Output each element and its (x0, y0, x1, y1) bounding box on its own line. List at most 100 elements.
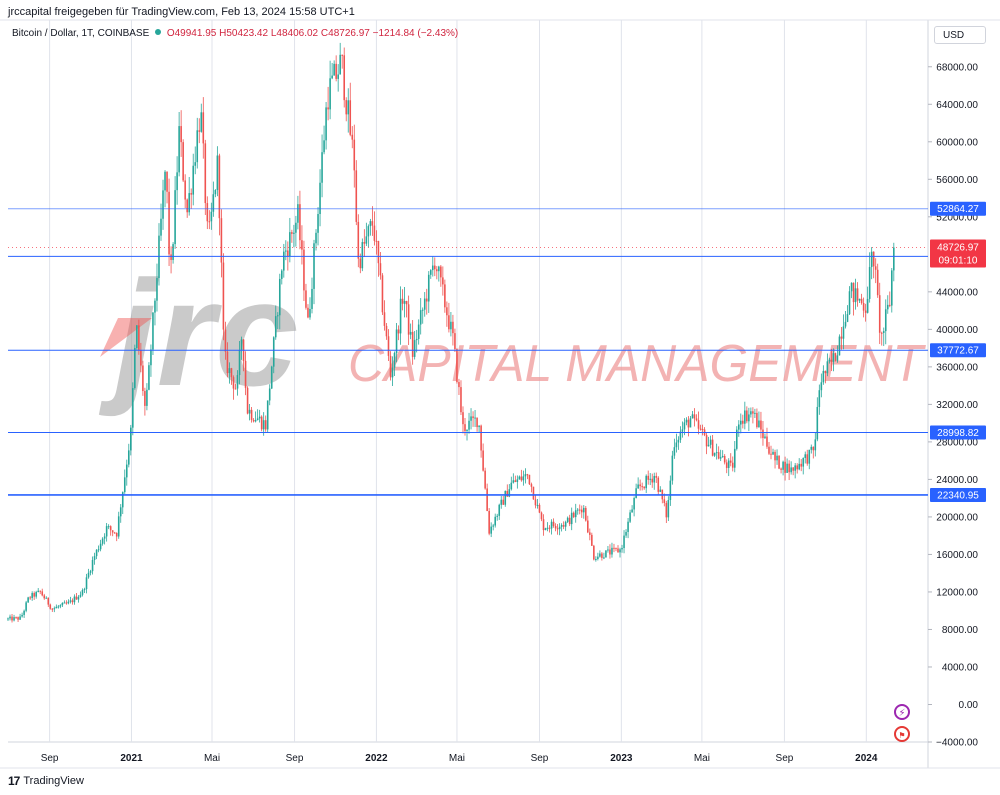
candle-body (138, 325, 140, 351)
candle-body (564, 521, 567, 527)
candle-body (315, 232, 317, 244)
horizontal-levels[interactable] (8, 208, 928, 496)
candle-body (33, 593, 35, 597)
candle-body (389, 355, 392, 378)
currency-button[interactable]: USD (934, 26, 986, 44)
candle-body (188, 193, 190, 213)
candle-body (115, 532, 118, 537)
grid (0, 19, 1000, 769)
candle-body (321, 152, 323, 183)
candle-body (41, 591, 44, 596)
candle-body (478, 425, 480, 428)
candle-body (291, 232, 293, 234)
candle-body (456, 349, 458, 383)
candle-body (737, 424, 740, 430)
price-axis[interactable]: 68000.00 64000.00 60000.00 56000.00 52000.00… (928, 62, 978, 749)
candle-body (355, 170, 358, 222)
candle-body (325, 107, 327, 141)
x-tick-label: 2021 (120, 753, 143, 764)
candle-body (363, 242, 366, 244)
candle-body (452, 321, 454, 334)
candle-body (659, 489, 662, 492)
candle-body (359, 258, 362, 269)
candle-body (212, 194, 215, 212)
candle-body (109, 526, 112, 531)
candle-body (377, 241, 380, 264)
x-tick-label: Mai (449, 753, 465, 764)
candle-body (450, 321, 452, 330)
candle-body (808, 449, 811, 464)
candle-body (806, 454, 809, 464)
candle-body (524, 474, 527, 477)
lightning-icon[interactable]: ⚡ (894, 704, 910, 720)
candle-body (768, 446, 770, 454)
candle-body (180, 126, 182, 143)
candle-body (413, 340, 416, 357)
y-tick-label: 56000.00 (936, 175, 978, 186)
candle-body (285, 250, 287, 252)
candle-body (643, 486, 645, 489)
candle-body (256, 418, 259, 420)
candle-body (554, 526, 557, 529)
candle-body (727, 460, 730, 468)
y-tick-label: 16000.00 (936, 550, 978, 561)
candle-body (436, 269, 438, 272)
candle-body (848, 291, 851, 315)
candle-body (204, 143, 207, 204)
candle-body (599, 553, 601, 557)
candle-body (448, 315, 450, 330)
candle-body (566, 517, 569, 522)
footer-brand[interactable]: 17 TradingView (8, 774, 84, 788)
countdown-label: 09:01:10 (939, 256, 978, 267)
candle-body (130, 427, 132, 451)
candle-body (329, 78, 331, 110)
candle-body (246, 387, 249, 414)
candle-body (25, 602, 27, 611)
candle-body (482, 450, 484, 471)
candle-body (172, 244, 174, 260)
candle-body (429, 270, 432, 275)
candle-body (512, 480, 515, 483)
candle-body (63, 602, 66, 604)
candle-body (87, 572, 90, 578)
symbol-legend[interactable]: Bitcoin / Dollar, 1T, COINBASE O49941.95… (12, 28, 458, 39)
candle-body (51, 608, 54, 610)
candle-body (158, 235, 160, 279)
candle-body (582, 507, 585, 513)
candle-body (266, 400, 269, 430)
time-axis[interactable]: Sep 2021 Mai Sep 2022 Mai Sep 2023 Mai Sep 2024 (41, 753, 878, 764)
candle-body (685, 419, 688, 423)
candle-body (663, 499, 666, 503)
candle-body (611, 547, 613, 555)
candle-body (411, 331, 414, 357)
legend-low: L48406.02 (270, 28, 319, 39)
candle-body (824, 370, 827, 374)
candle-body (395, 329, 398, 353)
candle-body (196, 130, 199, 163)
candle-body (65, 602, 68, 604)
candle-body (144, 391, 146, 406)
candle-body (615, 547, 617, 549)
candle-body (758, 420, 760, 428)
candle-body (880, 332, 883, 334)
candle-body (683, 422, 686, 430)
candle-body (254, 419, 257, 422)
candle-body (297, 204, 299, 223)
candle-body (679, 431, 682, 440)
candle-body (764, 436, 766, 439)
flag-icon[interactable]: ⚑ (894, 726, 910, 742)
candle-body (548, 527, 551, 529)
candle-body (216, 155, 219, 191)
candle-body (748, 414, 750, 422)
candle-body (327, 107, 329, 110)
candle-body (224, 329, 227, 352)
candle-body (393, 352, 396, 368)
y-tick-label: 68000.00 (936, 62, 978, 73)
candle-body (719, 457, 722, 459)
candle-body (283, 251, 285, 271)
candle-body (888, 304, 891, 306)
y-tick-label: 52000.00 (936, 212, 978, 223)
candle-body (560, 525, 563, 527)
candle-body (844, 321, 847, 327)
